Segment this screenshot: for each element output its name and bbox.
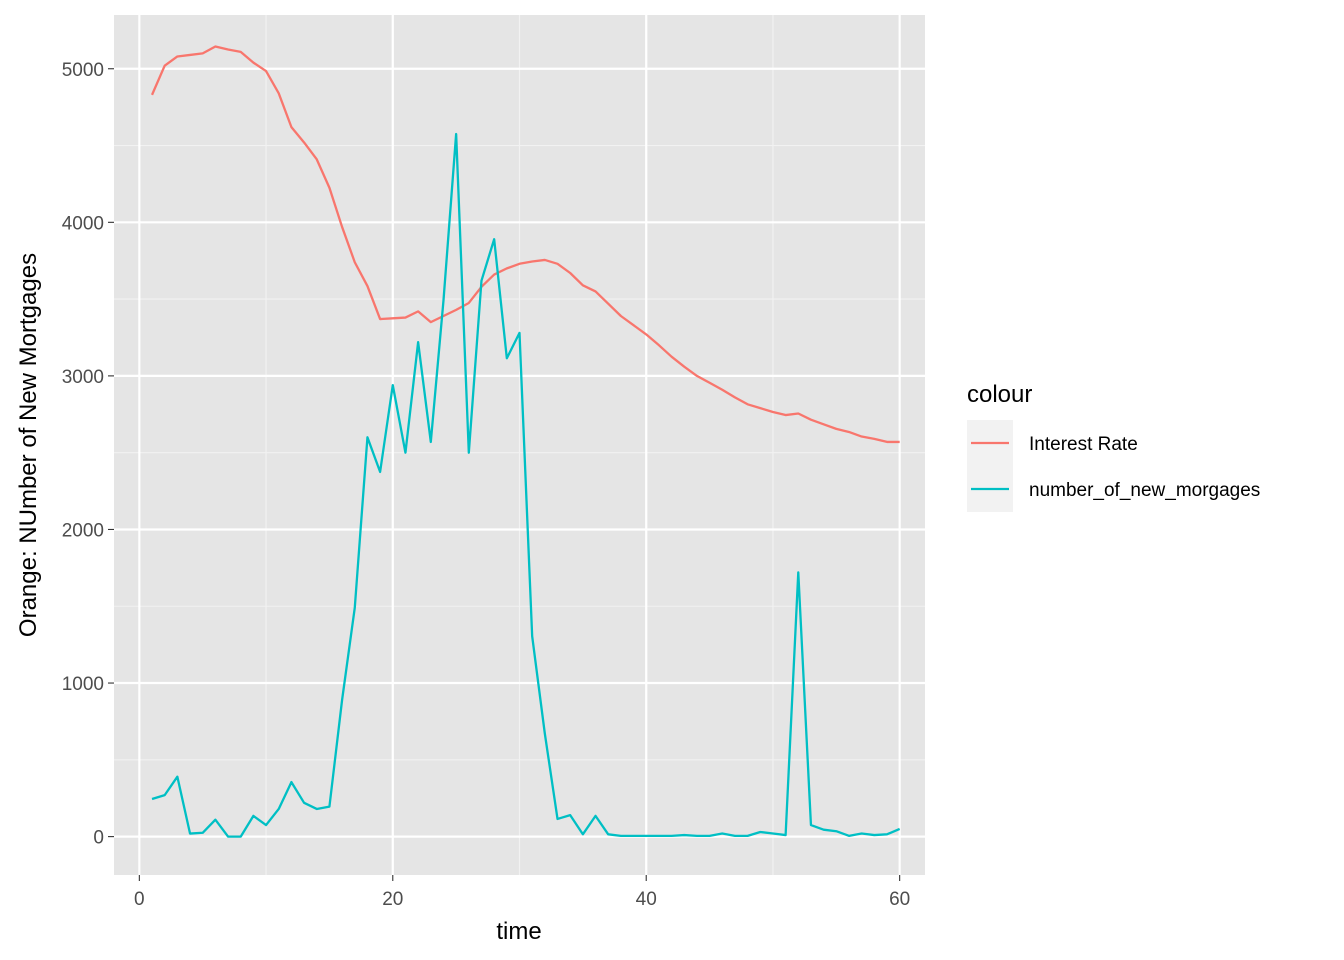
y-tick-label: 5000 [62, 60, 104, 81]
legend-title: colour [967, 381, 1032, 408]
y-tick-label: 2000 [62, 520, 104, 541]
y-axis: 0 1000 2000 3000 4000 5000 [62, 60, 114, 849]
x-tick-label: 60 [889, 889, 910, 910]
legend-label-interest-rate: Interest Rate [1029, 434, 1138, 455]
series-lines [150, 45, 901, 838]
y-tick-label: 0 [93, 828, 104, 849]
y-tick-label: 1000 [62, 674, 104, 695]
y-tick-label: 3000 [62, 367, 104, 388]
x-tick-label: 0 [134, 889, 145, 910]
minor-gridlines [114, 15, 925, 875]
y-tick-label: 4000 [62, 213, 104, 234]
series-line-interest-rate [150, 45, 900, 444]
major-gridlines [114, 15, 925, 875]
x-axis-title: time [496, 918, 541, 945]
x-tick-label: 20 [382, 889, 403, 910]
y-axis-title: Orange: NUmber of New Mortgages [15, 253, 42, 637]
legend-label-number-of-new-morgages: number_of_new_morgages [1029, 480, 1260, 501]
series-line-number-of-new-morgages [151, 132, 901, 838]
legend-items: Interest Rate number_of_new_morgages [967, 420, 1260, 512]
x-tick-label: 40 [636, 889, 657, 910]
legend: colour Interest Rate number_of_new_morgag… [967, 381, 1260, 512]
x-axis: 0 20 40 60 [134, 875, 910, 910]
